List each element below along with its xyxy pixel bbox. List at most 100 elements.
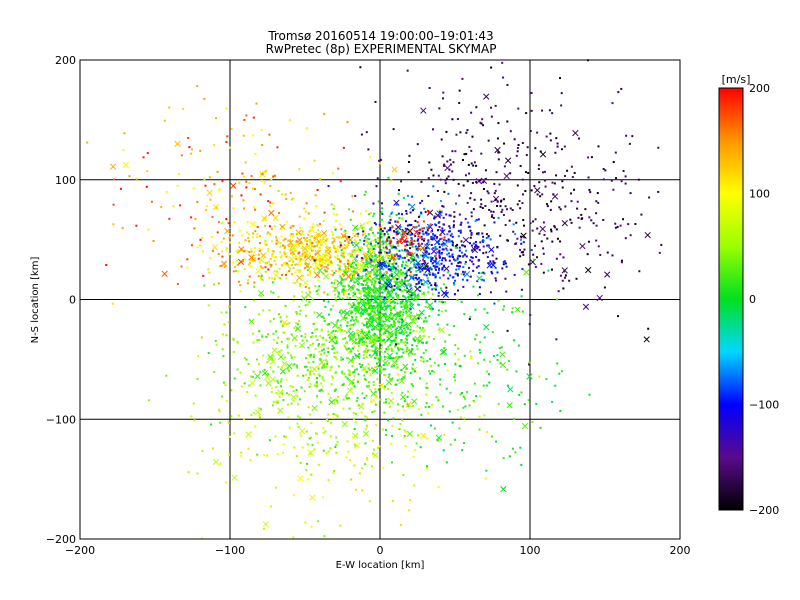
scatter-point	[527, 399, 530, 402]
scatter-point	[356, 329, 359, 332]
scatter-point	[523, 224, 526, 227]
scatter-point	[346, 357, 349, 360]
scatter-point	[322, 272, 325, 275]
scatter-point	[353, 234, 356, 237]
scatter-point	[258, 235, 261, 238]
scatter-point	[354, 304, 357, 307]
scatter-point	[421, 254, 424, 257]
scatter-point	[339, 274, 342, 277]
scatter-point	[380, 323, 383, 326]
scatter-point	[469, 356, 472, 359]
scatter-point	[334, 330, 337, 333]
scatter-point	[343, 289, 346, 292]
scatter-point	[267, 333, 270, 336]
scatter-point	[338, 267, 341, 270]
scatter-point	[388, 260, 391, 263]
scatter-point	[330, 321, 333, 324]
scatter-point	[407, 259, 410, 262]
scatter-point	[313, 384, 316, 387]
scatter-point	[322, 496, 325, 499]
scatter-point	[454, 438, 457, 441]
scatter-point	[410, 352, 413, 355]
scatter-point	[377, 262, 380, 265]
scatter-point	[434, 300, 437, 303]
scatter-point	[326, 360, 329, 363]
scatter-point	[247, 279, 250, 282]
scatter-point	[346, 259, 349, 262]
scatter-point	[382, 268, 385, 271]
scatter-point	[250, 259, 253, 262]
scatter-point	[247, 447, 250, 450]
scatter-point	[496, 271, 499, 274]
scatter-point	[475, 256, 478, 259]
scatter-point	[268, 133, 271, 136]
scatter-point	[451, 276, 454, 279]
scatter-point	[389, 378, 392, 381]
scatter-point	[482, 245, 485, 248]
scatter-point	[395, 332, 398, 335]
scatter-point	[405, 272, 408, 275]
scatter-point	[187, 136, 190, 139]
scatter-point	[469, 236, 472, 239]
scatter-point	[326, 347, 329, 350]
scatter-point	[421, 292, 424, 295]
scatter-point	[380, 202, 383, 205]
scatter-point	[316, 338, 319, 341]
scatter-point	[455, 202, 458, 205]
scatter-point	[571, 176, 574, 179]
scatter-point	[298, 398, 301, 401]
scatter-point	[356, 349, 359, 352]
scatter-point	[402, 295, 405, 298]
scatter-point	[407, 296, 410, 299]
scatter-point	[374, 281, 377, 284]
scatter-point	[331, 348, 334, 351]
scatter-point	[245, 186, 248, 189]
scatter-point	[315, 432, 318, 435]
scatter-point	[493, 192, 496, 195]
scatter-point	[367, 367, 370, 370]
scatter-point	[331, 242, 334, 245]
scatter-point	[298, 168, 301, 171]
scatter-point	[362, 290, 365, 293]
scatter-point	[336, 395, 339, 398]
scatter-point	[403, 409, 406, 412]
scatter-point	[393, 306, 396, 309]
scatter-point	[274, 435, 277, 438]
scatter-point	[278, 211, 281, 214]
scatter-point	[135, 224, 138, 227]
scatter-point	[533, 184, 536, 187]
scatter-point	[291, 386, 294, 389]
scatter-point	[402, 333, 405, 336]
scatter-point-cross	[237, 258, 245, 265]
scatter-point	[445, 286, 448, 289]
scatter-point	[588, 188, 591, 191]
scatter-point	[640, 213, 643, 216]
scatter-point	[422, 291, 425, 294]
scatter-point	[311, 444, 314, 447]
scatter-point	[304, 365, 307, 368]
scatter-point-cross	[268, 209, 275, 217]
scatter-point	[472, 263, 475, 266]
scatter-point	[299, 263, 302, 266]
scatter-point	[395, 352, 398, 355]
scatter-point	[560, 370, 563, 373]
scatter-point	[269, 263, 272, 266]
scatter-point	[292, 494, 295, 497]
scatter-point	[339, 324, 342, 327]
scatter-point	[208, 271, 211, 274]
scatter-point	[298, 271, 301, 274]
scatter-point	[349, 348, 352, 351]
scatter-point	[453, 373, 456, 376]
scatter-point	[243, 175, 246, 178]
scatter-point	[361, 489, 364, 492]
scatter-point	[339, 524, 342, 527]
scatter-point	[332, 377, 335, 380]
scatter-point	[631, 135, 634, 138]
scatter-point	[445, 292, 448, 295]
scatter-point	[620, 180, 623, 183]
scatter-point	[469, 242, 472, 245]
scatter-point	[268, 260, 271, 263]
scatter-point	[490, 270, 493, 273]
scatter-point	[211, 215, 214, 218]
scatter-point	[470, 111, 473, 114]
